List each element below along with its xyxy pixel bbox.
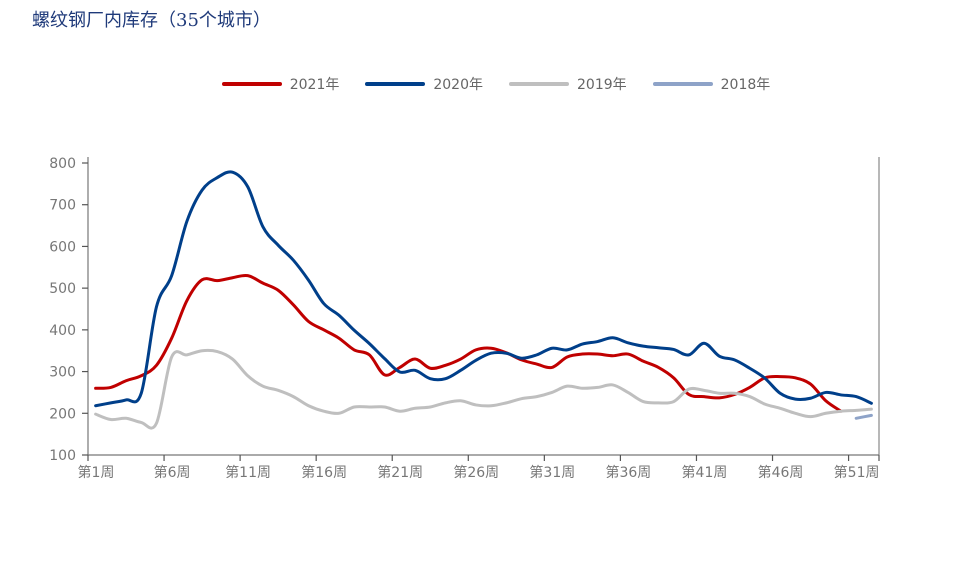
- y-tick-label: 400: [49, 323, 76, 339]
- legend-swatch: [365, 82, 426, 86]
- series-line-2021: [94, 273, 843, 413]
- legend-item[interactable]: 2019年: [509, 74, 627, 94]
- y-tick-label: 200: [49, 406, 76, 422]
- legend-label: 2020年: [433, 77, 483, 93]
- y-tick-label: 300: [49, 365, 76, 381]
- x-tick-label: 第11周: [225, 464, 271, 481]
- legend-item[interactable]: 2018年: [652, 74, 771, 94]
- legend-item[interactable]: 2020年: [365, 74, 483, 94]
- chart-title: 螺纹钢厂内库存（35个城市）: [32, 10, 271, 31]
- legend-swatch: [509, 82, 569, 86]
- series-line-2020: [94, 170, 873, 408]
- series-line-2018: [854, 413, 873, 420]
- x-tick-label: 第46周: [758, 464, 804, 481]
- legend-label: 2018年: [720, 77, 771, 93]
- x-tick-label: 第1周: [78, 464, 115, 481]
- legend-item[interactable]: 2021年: [221, 74, 340, 94]
- legend: 2021年 2020年 2019年 2018年: [0, 74, 972, 94]
- x-tick-label: 第36周: [605, 464, 651, 481]
- legend-label: 2021年: [289, 77, 340, 93]
- x-tick-label: 第16周: [301, 464, 347, 481]
- legend-swatch: [652, 82, 713, 86]
- x-tick-label: 第41周: [682, 464, 728, 481]
- x-tick-label: 第31周: [529, 464, 575, 481]
- y-tick-label: 500: [49, 281, 76, 297]
- x-tick-label: 第6周: [154, 464, 191, 481]
- y-tick-label: 100: [49, 448, 76, 464]
- x-tick-label: 第51周: [834, 464, 880, 481]
- legend-label: 2019年: [577, 77, 627, 93]
- y-tick-label: 600: [49, 239, 76, 255]
- x-tick-label: 第26周: [453, 464, 499, 481]
- legend-swatch: [221, 82, 282, 86]
- x-tick-label: 第21周: [377, 464, 423, 481]
- y-tick-label: 700: [49, 198, 76, 214]
- series-line-2019: [94, 348, 873, 430]
- y-tick-label: 800: [49, 156, 76, 172]
